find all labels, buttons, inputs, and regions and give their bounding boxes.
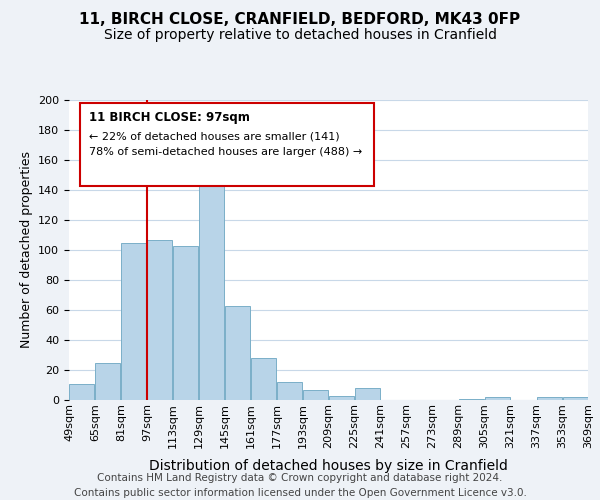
Text: Size of property relative to detached houses in Cranfield: Size of property relative to detached ho…: [104, 28, 497, 42]
Bar: [563, 397, 587, 400]
Bar: [251, 358, 276, 400]
Bar: [148, 240, 172, 400]
Bar: [277, 382, 302, 400]
Bar: [355, 388, 380, 400]
Text: 11, BIRCH CLOSE, CRANFIELD, BEDFORD, MK43 0FP: 11, BIRCH CLOSE, CRANFIELD, BEDFORD, MK4…: [79, 12, 521, 28]
Bar: [121, 242, 146, 400]
Bar: [303, 390, 328, 400]
Bar: [70, 384, 94, 400]
Bar: [459, 398, 484, 400]
Text: 11 BIRCH CLOSE: 97sqm: 11 BIRCH CLOSE: 97sqm: [89, 110, 250, 124]
Bar: [173, 246, 198, 400]
X-axis label: Distribution of detached houses by size in Cranfield: Distribution of detached houses by size …: [149, 459, 508, 473]
Bar: [485, 397, 509, 400]
Bar: [225, 306, 250, 400]
Y-axis label: Number of detached properties: Number of detached properties: [20, 152, 32, 348]
Bar: [329, 396, 354, 400]
FancyBboxPatch shape: [80, 103, 374, 186]
Bar: [536, 397, 562, 400]
Text: Contains HM Land Registry data © Crown copyright and database right 2024.
Contai: Contains HM Land Registry data © Crown c…: [74, 472, 526, 498]
Bar: [199, 170, 224, 400]
Bar: [95, 362, 121, 400]
Text: ← 22% of detached houses are smaller (141)
78% of semi-detached houses are large: ← 22% of detached houses are smaller (14…: [89, 132, 362, 156]
